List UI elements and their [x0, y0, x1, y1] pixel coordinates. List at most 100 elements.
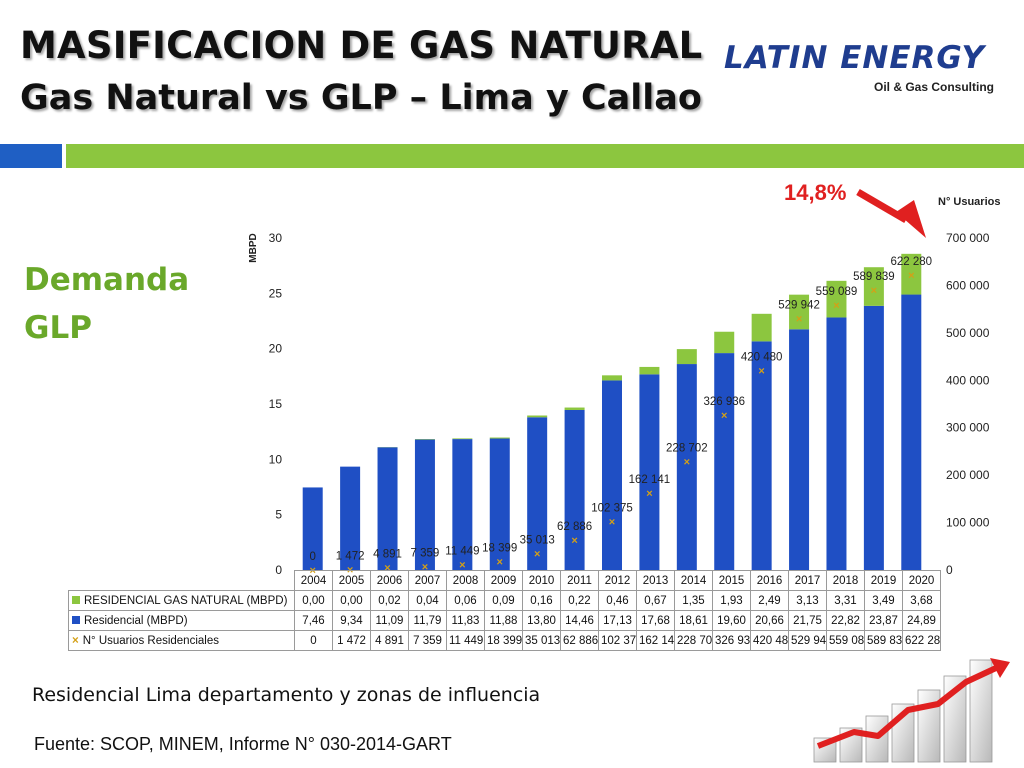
category-label: 2020 — [902, 570, 941, 591]
bar-gas-natural — [489, 437, 510, 439]
bar-residencial — [751, 341, 772, 570]
table-cell: 326 93 — [712, 630, 751, 651]
legend-swatch — [72, 596, 80, 605]
data-label-usuarios: 35 013 — [520, 534, 555, 546]
bar-gas-natural — [789, 294, 810, 330]
point-usuarios: × — [422, 562, 428, 574]
bar-gas-natural — [676, 349, 697, 365]
data-label-usuarios: 622 280 — [891, 256, 933, 268]
point-usuarios: × — [384, 563, 390, 575]
bar-gas-natural — [639, 366, 660, 375]
point-usuarios: × — [497, 556, 503, 568]
category-label: 2008 — [446, 570, 485, 591]
bar-residencial — [639, 374, 660, 570]
bar-gas-natural — [826, 280, 847, 318]
legend-label: Residencial (MBPD) — [84, 614, 188, 627]
y-tick-label: 10 — [269, 452, 283, 466]
arrow-shaft — [856, 188, 908, 224]
table-cell: 1,35 — [674, 590, 713, 611]
data-label-usuarios: 559 089 — [816, 286, 858, 298]
y2-tick-label: 400 000 — [946, 373, 990, 387]
point-usuarios: × — [646, 488, 652, 500]
chart-bars — [302, 253, 922, 570]
title-line2: Gas Natural vs GLP – Lima y Callao — [20, 78, 702, 118]
table-cell: 0,04 — [408, 590, 447, 611]
table-corner — [68, 570, 295, 591]
data-label-usuarios: 0 — [310, 551, 316, 563]
table-cell: 14,46 — [560, 610, 599, 631]
table-cell: 420 48 — [750, 630, 789, 651]
table-cell: 18 399 — [484, 630, 523, 651]
table-cell: 11,88 — [484, 610, 523, 631]
point-usuarios: × — [609, 516, 615, 528]
table-cell: 21,75 — [788, 610, 827, 631]
secondary-axis-title: N° Usuarios — [938, 196, 1001, 208]
table-cell: 3,31 — [826, 590, 865, 611]
legend-entry: RESIDENCIAL GAS NATURAL (MBPD) — [68, 590, 295, 611]
y-axis-title: MBPD — [248, 233, 259, 262]
table-cell: 11,09 — [370, 610, 409, 631]
bar-residencial — [564, 409, 585, 570]
section-label-line2: GLP — [24, 310, 92, 346]
table-cell: 20,66 — [750, 610, 789, 631]
data-label-usuarios: 228 702 — [666, 443, 708, 455]
data-label-usuarios: 102 375 — [591, 502, 633, 514]
table-cell: 3,68 — [902, 590, 941, 611]
y2-tick-label: 600 000 — [946, 278, 990, 292]
y2-tick-label: 200 000 — [946, 468, 990, 482]
header-accent-blue — [0, 144, 62, 168]
data-table: 2004 2005 2006 2007 2008 2009 2010 2011 2012 2013… — [68, 570, 941, 651]
bar-residencial — [414, 439, 435, 570]
bar-residencial — [676, 364, 697, 570]
legend-label: RESIDENCIAL GAS NATURAL (MBPD) — [84, 594, 288, 607]
data-label-usuarios: 62 886 — [557, 521, 592, 533]
category-label: 2009 — [484, 570, 523, 591]
highlight-arrow — [856, 188, 926, 238]
table-cell: 2,49 — [750, 590, 789, 611]
y2-tick-label: 500 000 — [946, 326, 990, 340]
company-logo: LATIN ENERGY Oil & Gas Consulting — [724, 40, 1004, 102]
category-label: 2007 — [408, 570, 447, 591]
growth-percentage: 14,8% — [784, 180, 847, 205]
footnote: Residencial Lima departamento y zonas de… — [32, 684, 541, 706]
table-cell: 11,79 — [408, 610, 447, 631]
bar-residencial — [714, 353, 735, 570]
table-cell: 0,00 — [332, 590, 371, 611]
bar-residencial — [602, 380, 622, 570]
point-usuarios: × — [833, 300, 839, 312]
category-label: 2013 — [636, 570, 675, 591]
table-cell: 35 013 — [522, 630, 561, 651]
table-cell: 23,87 — [864, 610, 903, 631]
legend-swatch — [72, 616, 80, 625]
data-label-usuarios: 529 942 — [778, 300, 820, 312]
table-cell: 0,16 — [522, 590, 561, 611]
y2-tick-label: 0 — [946, 563, 953, 577]
point-usuarios: × — [871, 285, 877, 297]
point-usuarios: × — [571, 535, 577, 547]
y-tick-label: 0 — [275, 563, 282, 577]
legend-marker: × — [72, 634, 79, 647]
y2-tick-label: 300 000 — [946, 421, 990, 435]
bar-gas-natural — [452, 438, 473, 440]
y-tick-label: 15 — [269, 397, 283, 411]
data-label-usuarios: 420 480 — [741, 352, 783, 364]
table-cell: 0,67 — [636, 590, 675, 611]
category-label: 2004 — [294, 570, 333, 591]
bar-residencial — [452, 439, 473, 570]
logo-subtitle: Oil & Gas Consulting — [873, 80, 994, 94]
table-cell: 0,02 — [370, 590, 409, 611]
table-cell: 18,61 — [674, 610, 713, 631]
data-label-usuarios: 1 472 — [336, 550, 365, 562]
chart-axes: 0 5 10 15 20 25 30 0 100 000 200 000 300 000 400 00… — [248, 231, 990, 577]
category-label: 2006 — [370, 570, 409, 591]
bar-gas-natural — [602, 375, 622, 381]
data-label-usuarios: 7 359 — [411, 548, 440, 560]
growth-graphic-icon — [813, 658, 1010, 763]
y2-tick-label: 700 000 — [946, 231, 990, 245]
data-label-usuarios: 4 891 — [373, 549, 402, 561]
table-cell: 589 83 — [864, 630, 903, 651]
arrow-head — [896, 200, 926, 238]
point-usuarios: × — [684, 457, 690, 469]
table-row-usuarios: × N° Usuarios Residenciales 0 1 472 4 891 7 3… — [68, 630, 941, 651]
y-tick-label: 25 — [269, 286, 283, 300]
